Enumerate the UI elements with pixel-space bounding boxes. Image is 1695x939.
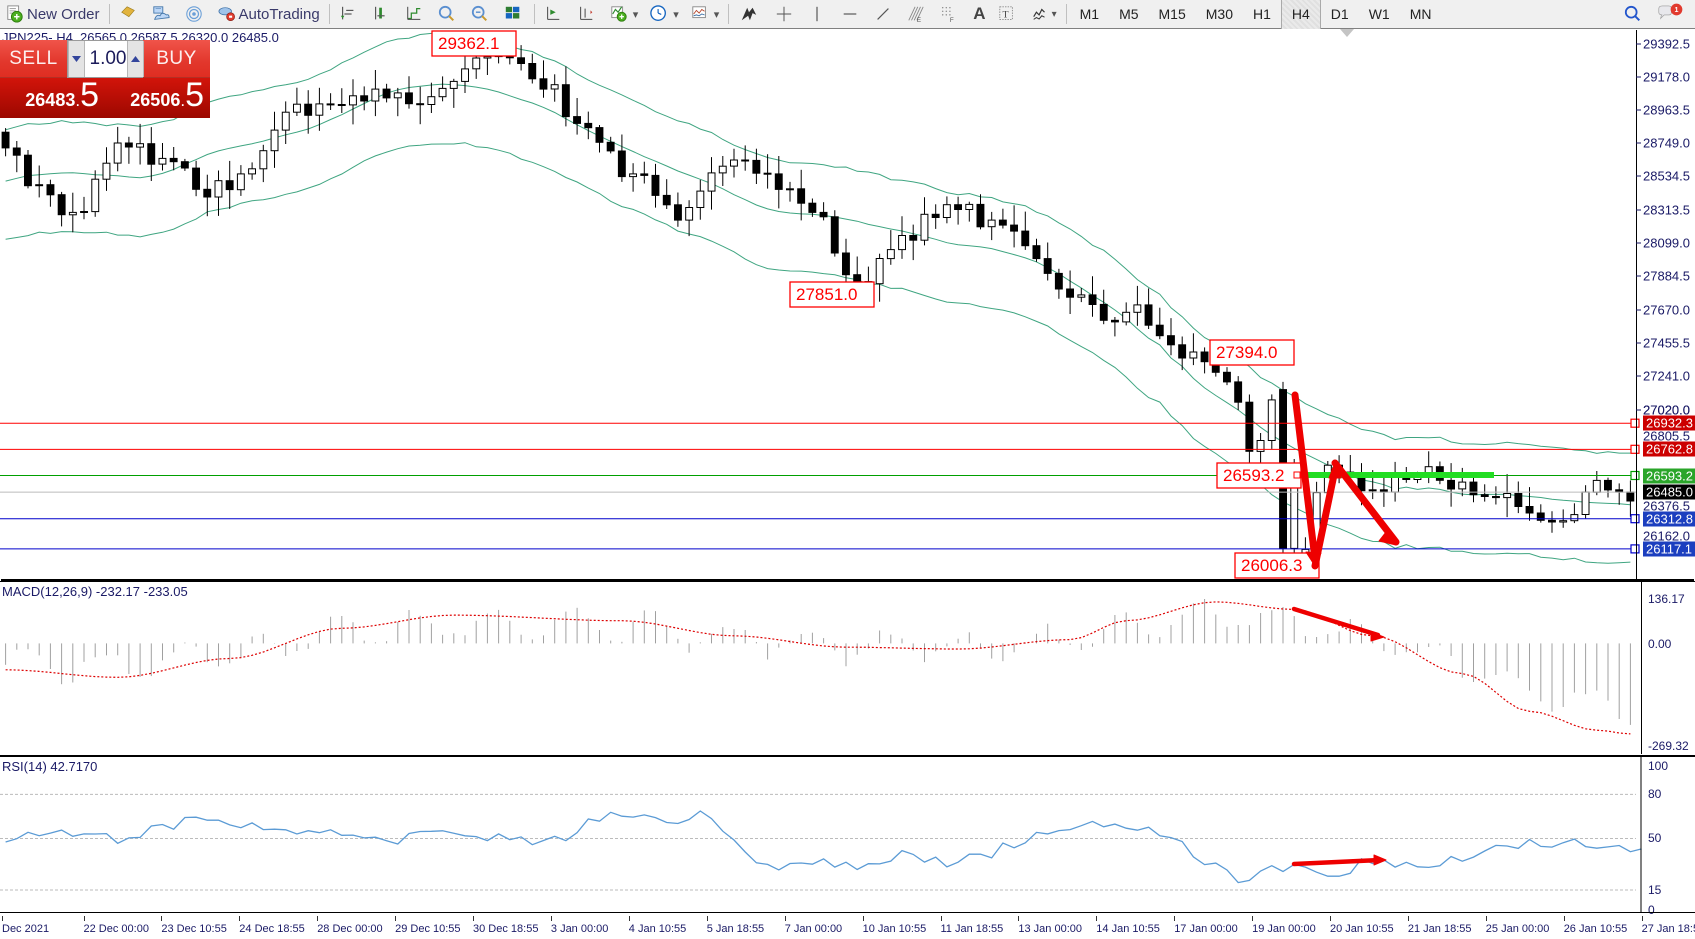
svg-text:1: 1 (1675, 6, 1679, 14)
svg-text:F: F (950, 17, 954, 23)
svg-text:26593.2: 26593.2 (1223, 466, 1284, 485)
svg-text:T: T (1002, 10, 1008, 21)
svg-text:E: E (917, 17, 921, 23)
svg-text:27394.0: 27394.0 (1216, 343, 1277, 362)
svg-text:29362.1: 29362.1 (438, 34, 499, 53)
svg-text:27851.0: 27851.0 (796, 285, 857, 304)
svg-text:26006.3: 26006.3 (1241, 556, 1302, 575)
